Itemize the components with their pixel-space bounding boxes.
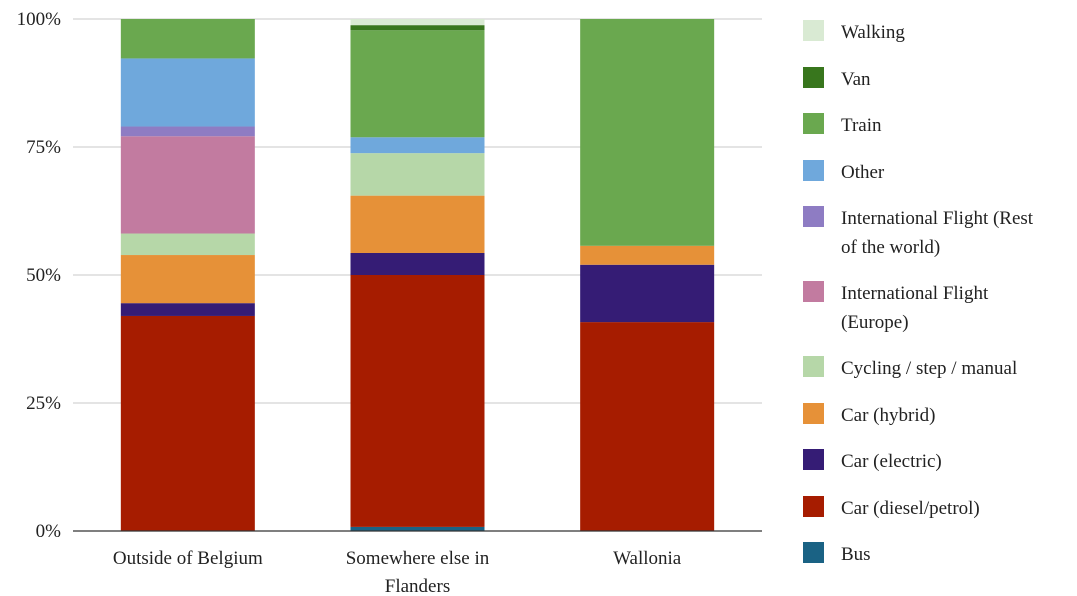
- bar-segment: [580, 322, 715, 531]
- legend-label: Van: [841, 68, 871, 90]
- bar-segment: [350, 137, 485, 154]
- legend-swatch: [803, 542, 824, 563]
- bar-segment: [120, 233, 255, 256]
- bar-segment: [120, 303, 255, 316]
- legend-swatch: [803, 449, 824, 470]
- legend-label: Walking: [841, 22, 905, 43]
- bar-segment: [350, 252, 485, 275]
- legend-label: Car (diesel/petrol): [841, 497, 980, 519]
- bar-segment: [120, 58, 255, 127]
- legend-swatch: [803, 356, 824, 377]
- y-tick-label: 50%: [26, 265, 61, 286]
- bar-segment: [120, 19, 255, 59]
- bar-segment: [120, 126, 255, 137]
- legend-label: Car (hybrid): [841, 404, 936, 426]
- y-tick-label: 75%: [26, 137, 61, 158]
- bar-segment: [580, 245, 715, 265]
- legend-label: International Flight (Europe): [841, 283, 989, 333]
- bar-segment: [120, 255, 255, 304]
- bar-segment: [350, 30, 485, 138]
- bar-segment: [350, 526, 485, 531]
- bar-segment: [350, 195, 485, 253]
- legend-label: Cycling / step / manual: [841, 358, 1018, 379]
- legend-swatch: [803, 113, 824, 134]
- bar-segment: [350, 275, 485, 527]
- bar-segment: [350, 153, 485, 196]
- legend-swatch: [803, 281, 824, 302]
- x-tick-label: Flanders: [385, 576, 450, 596]
- legend-swatch: [803, 159, 824, 181]
- bar-segment: [350, 19, 485, 26]
- stacked-bar-chart: 0% 25% 50% 75% 100% Outside of Belgium Somewhe…: [17, 9, 762, 596]
- y-tick-label: 25%: [26, 393, 61, 414]
- y-tick-label: 0%: [36, 521, 62, 542]
- legend-label: Train: [841, 115, 882, 136]
- legend-label: Car (electric): [841, 451, 942, 472]
- legend-swatch: [803, 20, 824, 41]
- legend-swatch: [803, 66, 824, 88]
- bar-segment: [350, 25, 485, 31]
- y-tick-label: 100%: [17, 9, 62, 30]
- legend-label: International Flight (Rest of the world): [841, 208, 1034, 258]
- legend-label: Other: [841, 161, 885, 183]
- bar-segment: [120, 136, 255, 234]
- bar-segment: [580, 19, 715, 246]
- bar-segment: [580, 264, 715, 323]
- bar-segment: [120, 315, 255, 531]
- legend-label: Bus: [841, 544, 871, 565]
- x-tick-label: Outside of Belgium: [113, 548, 263, 569]
- legend-swatch: [803, 495, 824, 517]
- x-tick-label: Wallonia: [613, 548, 682, 569]
- x-tick-label: Somewhere else in: [346, 548, 490, 569]
- legend-swatch: [803, 206, 824, 227]
- legend-swatch: [803, 402, 824, 424]
